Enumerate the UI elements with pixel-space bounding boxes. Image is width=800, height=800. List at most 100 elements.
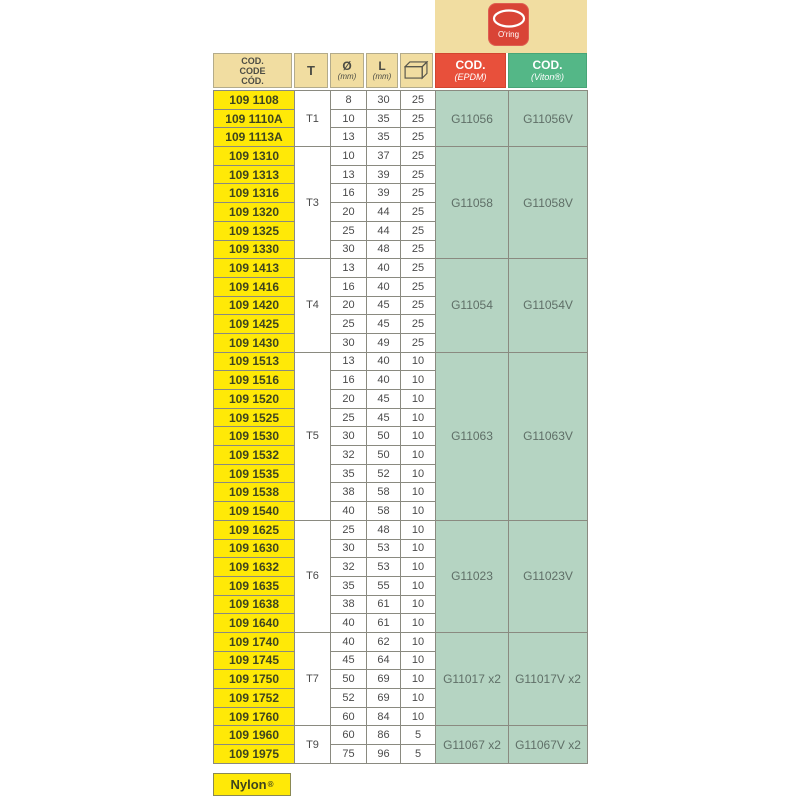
diameter-cell: 16	[330, 183, 367, 204]
code-cell: 109 1640	[213, 613, 295, 633]
table-row: 109 1416 16 40 25	[213, 276, 588, 297]
table-row: 109 1635 35 55 10	[213, 575, 588, 596]
length-cell: 50	[366, 426, 401, 447]
code-cell: 109 1413	[213, 258, 295, 278]
diameter-cell: 20	[330, 295, 367, 316]
qty-cell: 10	[400, 706, 436, 727]
header-diameter-unit: (mm)	[337, 72, 357, 81]
code-cell: 109 1532	[213, 445, 295, 465]
type-cell: T7	[294, 631, 331, 727]
code-cell: 109 1745	[213, 650, 295, 671]
table-row: 109 1330 30 48 25	[213, 239, 588, 260]
qty-cell: 10	[400, 463, 436, 484]
box-icon	[404, 61, 429, 80]
qty-cell: 10	[400, 426, 436, 447]
epdm-code-cell: G11067 x2	[435, 725, 509, 764]
length-cell: 50	[366, 445, 401, 465]
length-cell: 35	[366, 108, 401, 129]
epdm-code-cell: G11054	[435, 258, 509, 353]
diameter-cell: 60	[330, 725, 367, 746]
viton-code-cell: G11067V x2	[508, 725, 588, 764]
diameter-cell: 60	[330, 706, 367, 727]
type-cell: T6	[294, 519, 331, 633]
qty-cell: 25	[400, 220, 436, 241]
diameter-cell: 52	[330, 688, 367, 708]
viton-code-cell: G11058V	[508, 146, 588, 260]
code-cell: 109 1760	[213, 706, 295, 727]
code-cell: 109 1638	[213, 594, 295, 615]
code-cell: 109 1316	[213, 183, 295, 204]
code-cell: 109 1416	[213, 276, 295, 297]
diameter-cell: 25	[330, 407, 367, 428]
diameter-cell: 25	[330, 314, 367, 334]
epdm-code-cell: G11058	[435, 146, 509, 260]
length-cell: 61	[366, 613, 401, 633]
header-epdm-title: COD.	[455, 58, 486, 72]
qty-cell: 10	[400, 669, 436, 689]
code-cell: 109 1516	[213, 370, 295, 390]
qty-cell: 25	[400, 239, 436, 260]
header-length-unit: (mm)	[372, 72, 392, 81]
qty-cell: 25	[400, 314, 436, 334]
length-cell: 45	[366, 295, 401, 316]
nylon-label: Nylon	[230, 777, 267, 792]
length-cell: 61	[366, 594, 401, 615]
viton-code-cell: G11056V	[508, 89, 588, 148]
qty-cell: 25	[400, 276, 436, 297]
diameter-cell: 32	[330, 445, 367, 465]
length-cell: 44	[366, 220, 401, 241]
qty-cell: 25	[400, 183, 436, 204]
qty-cell: 10	[400, 688, 436, 708]
code-cell: 109 1313	[213, 164, 295, 185]
code-cell: 109 1310	[213, 146, 295, 166]
diameter-cell: 50	[330, 669, 367, 689]
diameter-cell: 45	[330, 650, 367, 671]
qty-cell: 10	[400, 557, 436, 577]
diameter-cell: 13	[330, 127, 367, 148]
length-cell: 49	[366, 332, 401, 353]
table-row: 109 1110A 10 35 25	[213, 108, 588, 129]
diameter-cell: 38	[330, 482, 367, 503]
diameter-cell: 25	[330, 519, 367, 540]
diameter-cell: 30	[330, 332, 367, 353]
qty-cell: 25	[400, 295, 436, 316]
code-cell: 109 1320	[213, 202, 295, 222]
oring-header-block: O'ring	[435, 0, 587, 53]
table-row: 109 1320 20 44 25	[213, 202, 588, 222]
header-viton: COD. (Viton®)	[508, 53, 587, 88]
qty-cell: 10	[400, 445, 436, 465]
qty-cell: 10	[400, 407, 436, 428]
qty-cell: 10	[400, 594, 436, 615]
length-cell: 62	[366, 631, 401, 652]
length-cell: 40	[366, 370, 401, 390]
table-row: 109 1413 T4 13 40 25 G11054 G11054V	[213, 258, 588, 353]
code-cell: 109 1330	[213, 239, 295, 260]
diameter-cell: 40	[330, 631, 367, 652]
table-header-row: COD. CODE CÓD. T Ø (mm) L (mm) COD. (EPD…	[213, 53, 587, 88]
qty-cell: 10	[400, 389, 436, 409]
length-cell: 86	[366, 725, 401, 746]
length-cell: 58	[366, 501, 401, 521]
table-row: 109 1630 30 53 10	[213, 538, 588, 559]
table-row: 109 1752 52 69 10	[213, 688, 588, 708]
length-cell: 96	[366, 744, 401, 764]
length-cell: 40	[366, 258, 401, 278]
qty-cell: 25	[400, 127, 436, 148]
header-diameter-symbol: Ø	[342, 59, 352, 73]
header-code-line-1: COD.	[241, 55, 264, 66]
code-cell: 109 1975	[213, 744, 295, 764]
table-row: 109 1540 40 58 10	[213, 501, 588, 521]
table-row: 109 1430 30 49 25	[213, 332, 588, 353]
type-cell: T5	[294, 351, 331, 521]
length-cell: 69	[366, 669, 401, 689]
table-row: 109 1530 30 50 10	[213, 426, 588, 447]
code-cell: 109 1535	[213, 463, 295, 484]
table-row: 109 1625 T6 25 48 10 G11023 G11023V	[213, 519, 588, 633]
diameter-cell: 25	[330, 220, 367, 241]
code-cell: 109 1625	[213, 519, 295, 540]
qty-cell: 10	[400, 538, 436, 559]
length-cell: 52	[366, 463, 401, 484]
qty-cell: 10	[400, 351, 436, 372]
qty-cell: 25	[400, 90, 436, 110]
diameter-cell: 10	[330, 146, 367, 166]
